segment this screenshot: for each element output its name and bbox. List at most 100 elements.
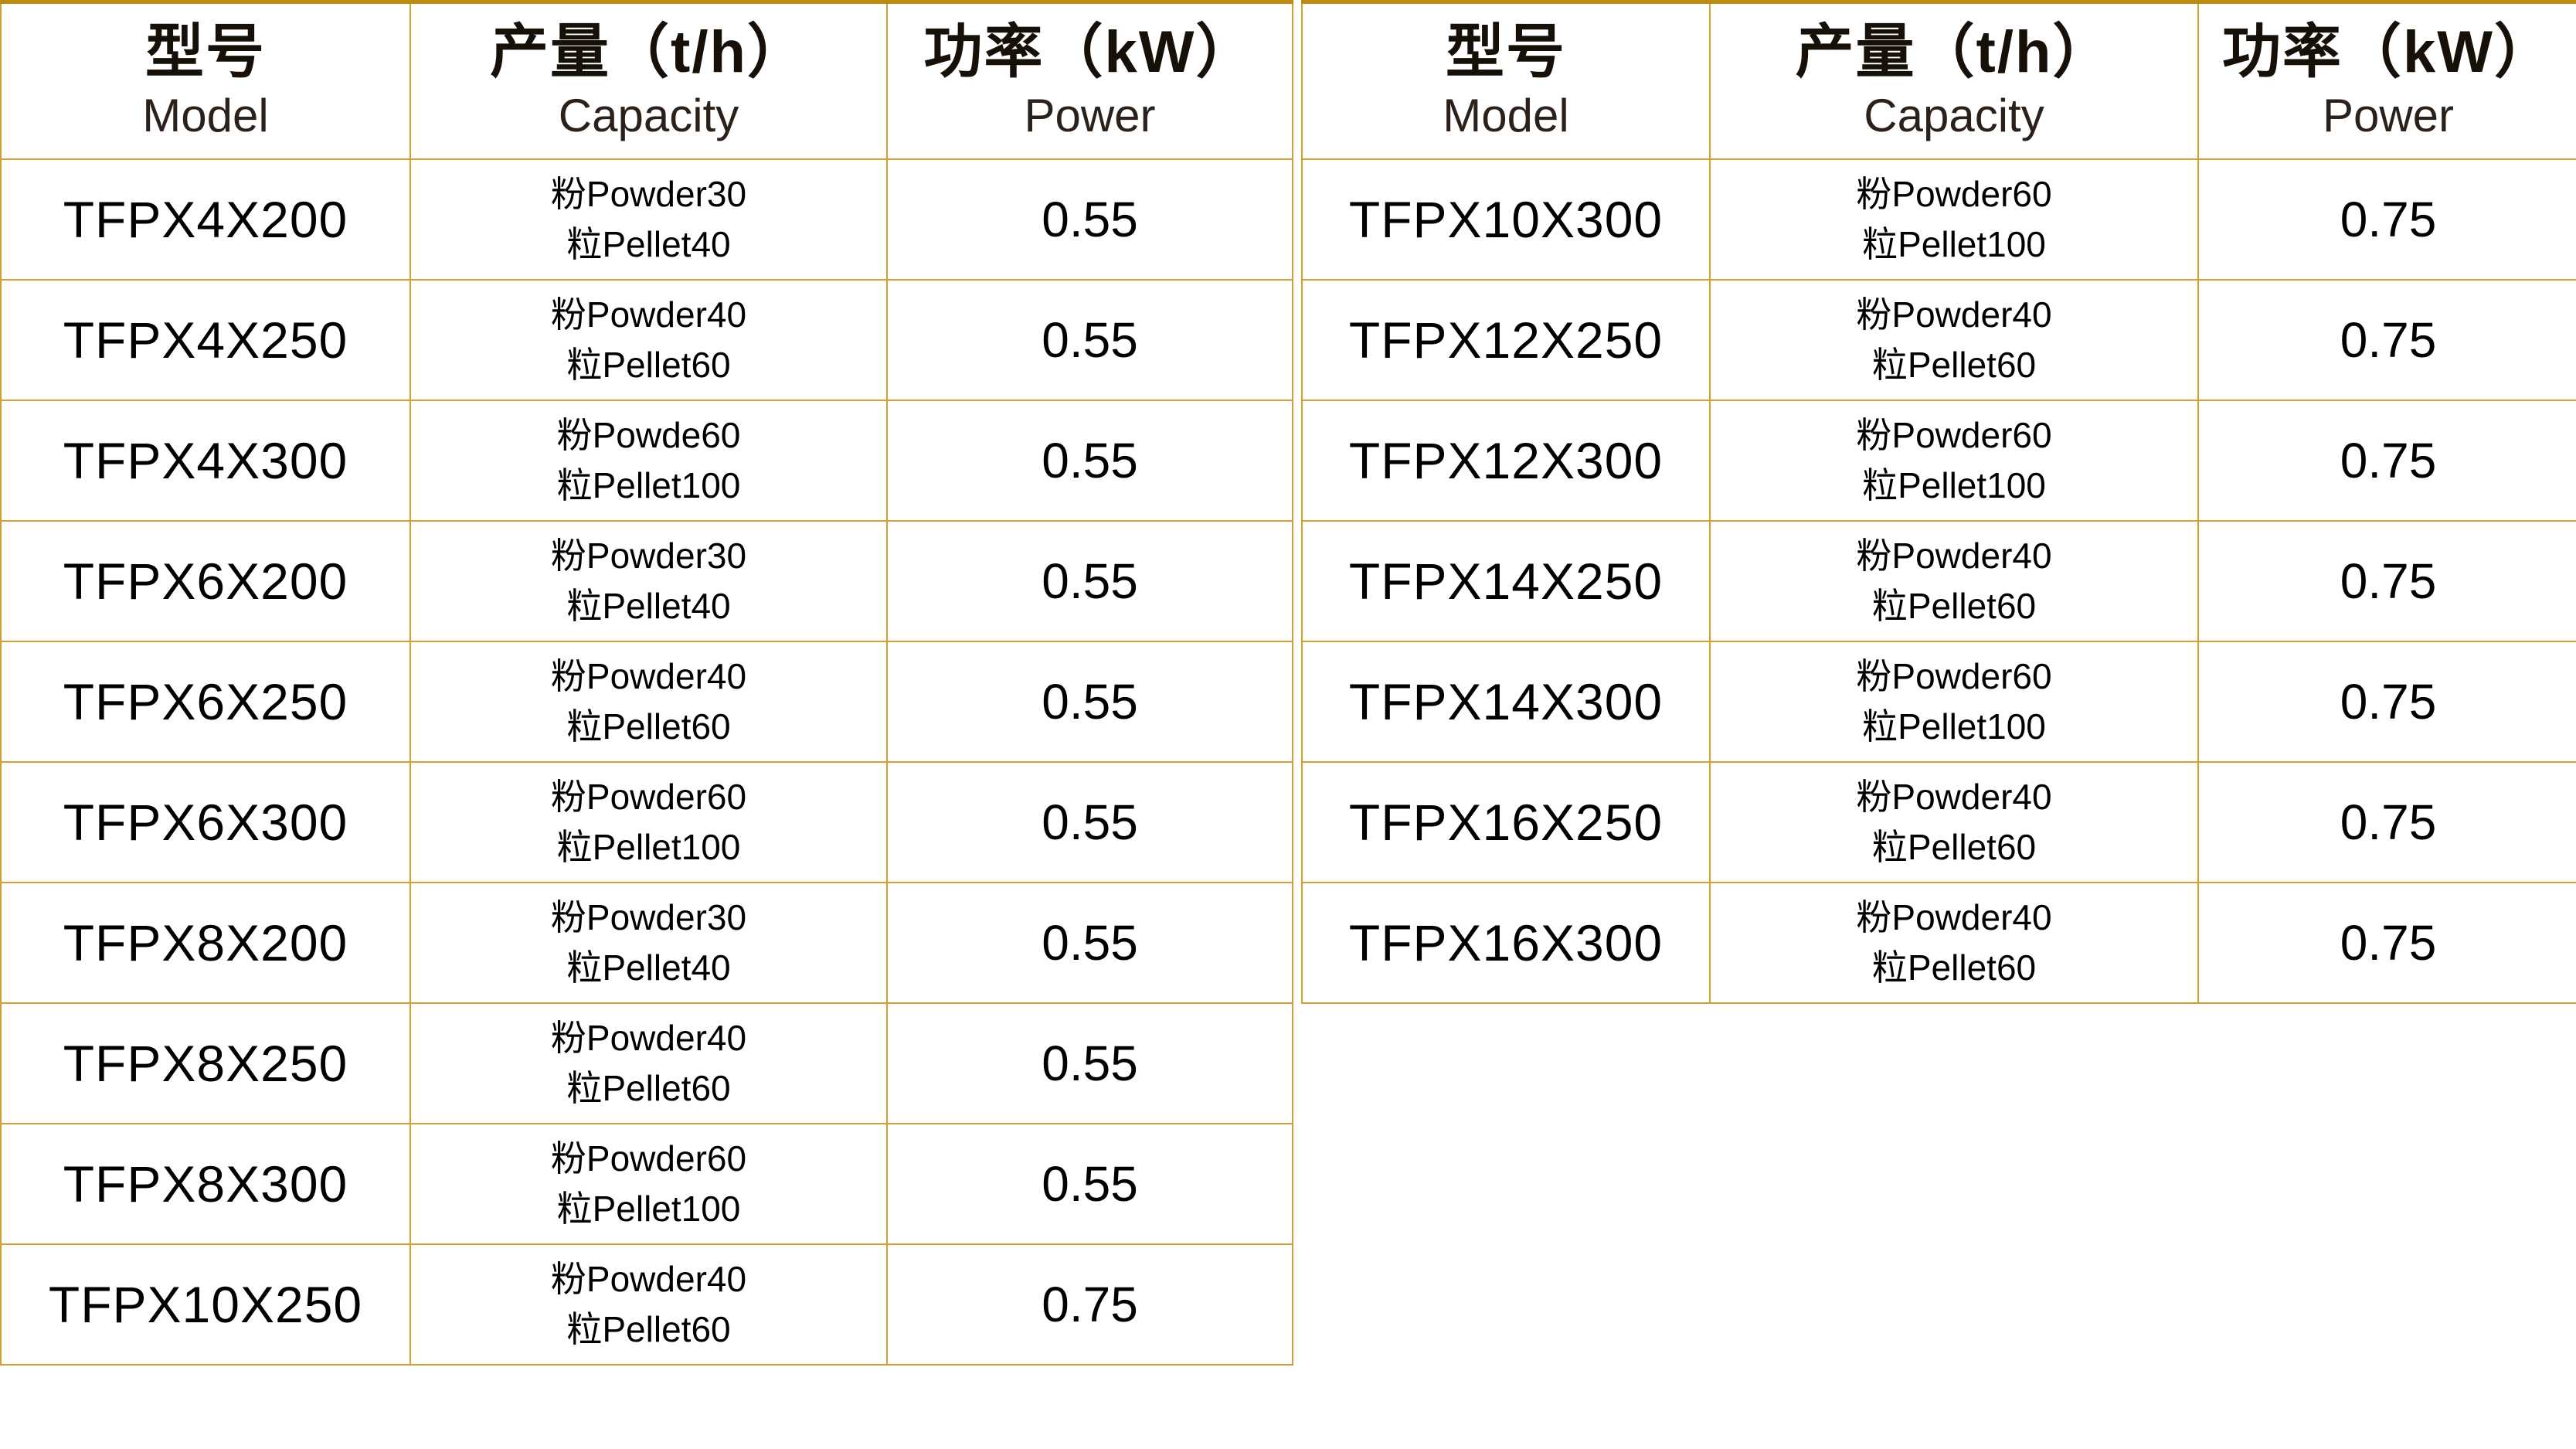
capacity-cell: 粉Powder60 粒Pellet100 xyxy=(410,761,888,883)
power-cell: 0.75 xyxy=(2197,279,2576,401)
capacity-cell: 粉Powder40 粒Pellet60 xyxy=(1709,279,2199,401)
model-cell: TFPX14X250 xyxy=(1301,520,1711,642)
column-header-model: 型号 Model xyxy=(1301,1,1711,160)
capacity-pellet: 粒Pellet60 xyxy=(566,1309,731,1349)
header-power-zh: 功率（kW） xyxy=(2222,19,2554,85)
header-power-zh: 功率（kW） xyxy=(923,19,1256,85)
table-row: TFPX6X250 粉Powder40 粒Pellet60 0.55 xyxy=(0,641,1293,763)
table-row: TFPX16X300 粉Powder40 粒Pellet60 0.75 xyxy=(1301,882,2576,1004)
table-row: TFPX6X300 粉Powder60 粒Pellet100 0.55 xyxy=(0,761,1293,883)
capacity-pellet: 粒Pellet40 xyxy=(566,586,731,626)
header-power-en: Power xyxy=(1024,90,1156,142)
model-cell: TFPX16X250 xyxy=(1301,761,1711,883)
capacity-powder: 粉Powder60 xyxy=(1856,173,2052,214)
capacity-powder: 粉Powder40 xyxy=(550,294,747,335)
capacity-pellet: 粒Pellet60 xyxy=(566,706,731,747)
capacity-cell: 粉Powde60 粒Pellet100 xyxy=(410,400,888,522)
capacity-powder: 粉Powder60 xyxy=(1856,414,2052,455)
model-cell: TFPX14X300 xyxy=(1301,641,1711,763)
power-cell: 0.55 xyxy=(886,761,1293,883)
table-row: TFPX14X300 粉Powder60 粒Pellet100 0.75 xyxy=(1301,641,2576,763)
table-row: TFPX12X300 粉Powder60 粒Pellet100 0.75 xyxy=(1301,400,2576,522)
capacity-powder: 粉Powder30 xyxy=(550,173,747,214)
table-row: TFPX10X250 粉Powder40 粒Pellet60 0.75 xyxy=(0,1243,1293,1366)
capacity-powder: 粉Powder40 xyxy=(1856,896,2052,937)
header-row: 型号 Model 产量（t/h） Capacity 功率（kW） Power xyxy=(0,1,1293,160)
capacity-cell: 粉Powder40 粒Pellet60 xyxy=(410,1002,888,1124)
capacity-powder: 粉Powder40 xyxy=(1856,776,2052,817)
power-cell: 0.55 xyxy=(886,158,1293,281)
power-cell: 0.75 xyxy=(886,1243,1293,1366)
capacity-cell: 粉Powder40 粒Pellet60 xyxy=(1709,882,2199,1004)
header-capacity-en: Capacity xyxy=(1864,90,2044,142)
capacity-powder: 粉Powder60 xyxy=(1856,655,2052,696)
model-cell: TFPX4X250 xyxy=(0,279,411,401)
capacity-pellet: 粒Pellet100 xyxy=(1862,224,2046,264)
power-cell: 0.75 xyxy=(2197,761,2576,883)
table-row: TFPX8X200 粉Powder30 粒Pellet40 0.55 xyxy=(0,882,1293,1004)
table-row: TFPX4X200 粉Powder30 粒Pellet40 0.55 xyxy=(0,158,1293,281)
power-cell: 0.75 xyxy=(2197,158,2576,281)
table-row: TFPX4X300 粉Powde60 粒Pellet100 0.55 xyxy=(0,400,1293,522)
spec-table-right: 型号 Model 产量（t/h） Capacity 功率（kW） Power T… xyxy=(1301,0,2576,1004)
power-cell: 0.55 xyxy=(886,882,1293,1004)
column-header-model: 型号 Model xyxy=(0,1,411,160)
header-model-en: Model xyxy=(142,90,269,142)
header-capacity-zh: 产量（t/h） xyxy=(1795,19,2113,85)
table-row: TFPX10X300 粉Powder60 粒Pellet100 0.75 xyxy=(1301,158,2576,281)
capacity-powder: 粉Powder40 xyxy=(550,655,747,696)
power-cell: 0.55 xyxy=(886,520,1293,642)
model-cell: TFPX4X200 xyxy=(0,158,411,281)
model-cell: TFPX8X250 xyxy=(0,1002,411,1124)
table-row: TFPX6X200 粉Powder30 粒Pellet40 0.55 xyxy=(0,520,1293,642)
power-cell: 0.75 xyxy=(2197,520,2576,642)
power-cell: 0.55 xyxy=(886,1002,1293,1124)
spec-table-left: 型号 Model 产量（t/h） Capacity 功率（kW） Power T… xyxy=(0,0,1293,1366)
capacity-pellet: 粒Pellet100 xyxy=(1862,706,2046,747)
power-cell: 0.55 xyxy=(886,400,1293,522)
power-cell: 0.75 xyxy=(2197,400,2576,522)
capacity-powder: 粉Powder40 xyxy=(550,1017,747,1058)
table-row: TFPX8X250 粉Powder40 粒Pellet60 0.55 xyxy=(0,1002,1293,1124)
table-row: TFPX8X300 粉Powder60 粒Pellet100 0.55 xyxy=(0,1123,1293,1245)
model-cell: TFPX12X300 xyxy=(1301,400,1711,522)
power-cell: 0.75 xyxy=(2197,641,2576,763)
header-capacity-en: Capacity xyxy=(558,90,739,142)
capacity-cell: 粉Powder30 粒Pellet40 xyxy=(410,882,888,1004)
model-cell: TFPX10X300 xyxy=(1301,158,1711,281)
capacity-cell: 粉Powder40 粒Pellet60 xyxy=(410,641,888,763)
capacity-cell: 粉Powder60 粒Pellet100 xyxy=(1709,641,2199,763)
capacity-cell: 粉Powder30 粒Pellet40 xyxy=(410,520,888,642)
header-power-en: Power xyxy=(2322,90,2455,142)
capacity-pellet: 粒Pellet100 xyxy=(556,1189,741,1229)
capacity-powder: 粉Powde60 xyxy=(556,414,741,455)
capacity-pellet: 粒Pellet40 xyxy=(566,224,731,264)
capacity-cell: 粉Powder40 粒Pellet60 xyxy=(1709,520,2199,642)
column-header-power: 功率（kW） Power xyxy=(886,1,1293,160)
capacity-cell: 粉Powder40 粒Pellet60 xyxy=(410,1243,888,1366)
capacity-pellet: 粒Pellet60 xyxy=(1871,345,2037,385)
capacity-powder: 粉Powder60 xyxy=(550,1138,747,1179)
power-cell: 0.55 xyxy=(886,279,1293,401)
capacity-pellet: 粒Pellet100 xyxy=(1862,465,2046,505)
column-header-capacity: 产量（t/h） Capacity xyxy=(1709,1,2199,160)
table-row: TFPX14X250 粉Powder40 粒Pellet60 0.75 xyxy=(1301,520,2576,642)
capacity-powder: 粉Powder30 xyxy=(550,896,747,937)
header-model-zh: 型号 xyxy=(1446,19,1566,85)
model-cell: TFPX6X200 xyxy=(0,520,411,642)
header-model-en: Model xyxy=(1443,90,1569,142)
capacity-pellet: 粒Pellet60 xyxy=(1871,827,2037,867)
column-header-capacity: 产量（t/h） Capacity xyxy=(410,1,888,160)
capacity-pellet: 粒Pellet60 xyxy=(1871,586,2037,626)
table-row: TFPX4X250 粉Powder40 粒Pellet60 0.55 xyxy=(0,279,1293,401)
capacity-pellet: 粒Pellet100 xyxy=(556,465,741,505)
capacity-pellet: 粒Pellet60 xyxy=(566,1068,731,1108)
capacity-powder: 粉Powder40 xyxy=(1856,535,2052,576)
header-row: 型号 Model 产量（t/h） Capacity 功率（kW） Power xyxy=(1301,1,2576,160)
model-cell: TFPX6X250 xyxy=(0,641,411,763)
spec-tables-container: 型号 Model 产量（t/h） Capacity 功率（kW） Power T… xyxy=(0,0,2576,1366)
header-capacity-zh: 产量（t/h） xyxy=(490,19,807,85)
capacity-pellet: 粒Pellet60 xyxy=(566,345,731,385)
capacity-powder: 粉Powder40 xyxy=(1856,294,2052,335)
capacity-pellet: 粒Pellet60 xyxy=(1871,947,2037,988)
